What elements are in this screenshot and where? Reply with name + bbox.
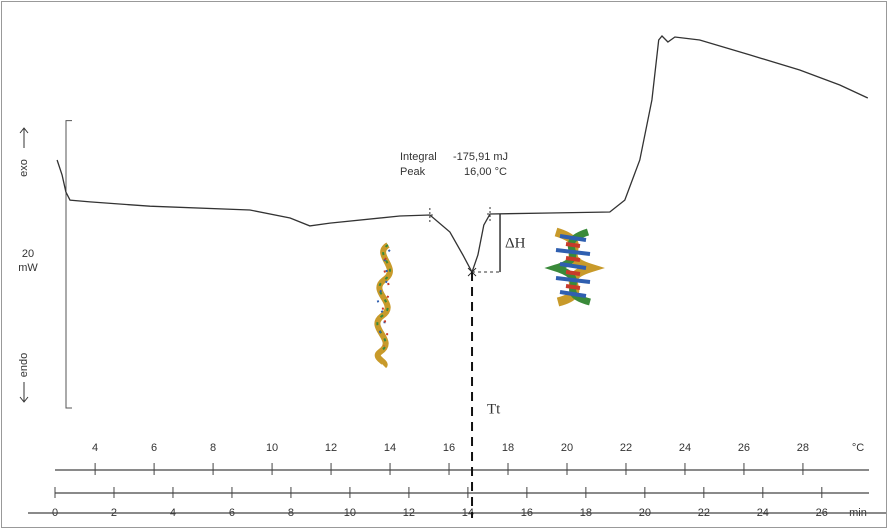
x2-tick-label: 26 bbox=[738, 442, 750, 454]
x2-unit: °C bbox=[852, 442, 864, 454]
x2-tick-label: 8 bbox=[210, 442, 216, 454]
helix-illustration bbox=[374, 242, 393, 369]
x2-tick-label: 22 bbox=[620, 442, 632, 454]
exo-label: exo bbox=[18, 159, 30, 177]
enthalpy-label: ΔH bbox=[505, 235, 526, 251]
integral-label: Integral bbox=[400, 151, 437, 163]
exo-arrow bbox=[19, 127, 29, 148]
endo-arrow bbox=[19, 382, 29, 403]
thermogram-line bbox=[56, 35, 869, 274]
x2-tick-label: 28 bbox=[797, 442, 809, 454]
transition-label: Tt bbox=[487, 401, 501, 417]
x2-tick-label: 6 bbox=[151, 442, 157, 454]
x2-tick-label: 4 bbox=[92, 442, 98, 454]
x2-tick-label: 20 bbox=[561, 442, 573, 454]
x2-tick-label: 18 bbox=[502, 442, 514, 454]
integration-limit bbox=[487, 207, 494, 221]
scale-bar-value: 20 bbox=[22, 248, 34, 260]
scale-bar-unit: mW bbox=[18, 262, 38, 274]
peak-label: Peak bbox=[400, 166, 426, 178]
x2-tick-label: 14 bbox=[384, 442, 396, 454]
integral-value: -175,91 mJ bbox=[453, 151, 508, 163]
scale-bar bbox=[65, 120, 72, 409]
x2-tick-label: 24 bbox=[679, 442, 691, 454]
peak-value: 16,00 °C bbox=[464, 166, 507, 178]
endo-label: endo bbox=[18, 353, 30, 377]
integration-limit bbox=[426, 208, 433, 223]
x2-tick-label: 10 bbox=[266, 442, 278, 454]
double-helix-illustration bbox=[544, 227, 605, 307]
x2-tick-label: 16 bbox=[443, 442, 455, 454]
x2-tick-label: 12 bbox=[325, 442, 337, 454]
